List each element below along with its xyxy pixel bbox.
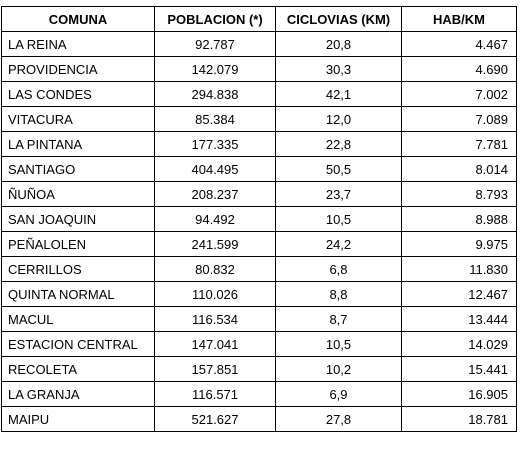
cell-ciclovias: 8,8: [275, 281, 402, 307]
cell-poblacion: 92.787: [154, 31, 276, 57]
cell-hab-km: 7.089: [401, 106, 517, 132]
cell-hab-km: 7.781: [401, 131, 517, 157]
table-row: VITACURA 85.384 12,0 7.089: [1, 106, 517, 132]
cell-poblacion: 241.599: [154, 231, 276, 257]
table-row: LAS CONDES 294.838 42,1 7.002: [1, 81, 517, 107]
cell-hab-km: 4.467: [401, 31, 517, 57]
cell-ciclovias: 23,7: [275, 181, 402, 207]
cell-hab-km: 14.029: [401, 331, 517, 357]
cell-comuna: RECOLETA: [1, 356, 155, 382]
cell-comuna: CERRILLOS: [1, 256, 155, 282]
cell-comuna: LA PINTANA: [1, 131, 155, 157]
cell-comuna: MACUL: [1, 306, 155, 332]
cell-poblacion: 116.571: [154, 381, 276, 407]
cell-ciclovias: 10,5: [275, 331, 402, 357]
table-row: ÑUÑOA 208.237 23,7 8.793: [1, 181, 517, 207]
cell-poblacion: 157.851: [154, 356, 276, 382]
cell-ciclovias: 10,2: [275, 356, 402, 382]
cell-comuna: LAS CONDES: [1, 81, 155, 107]
cell-hab-km: 13.444: [401, 306, 517, 332]
cell-comuna: SANTIAGO: [1, 156, 155, 182]
cell-comuna: PROVIDENCIA: [1, 56, 155, 82]
table-row: PEÑALOLEN 241.599 24,2 9.975: [1, 231, 517, 257]
cell-ciclovias: 6,8: [275, 256, 402, 282]
cell-ciclovias: 6,9: [275, 381, 402, 407]
cell-poblacion: 94.492: [154, 206, 276, 232]
cell-comuna: PEÑALOLEN: [1, 231, 155, 257]
header-ciclovias: CICLOVIAS (KM): [275, 6, 402, 32]
cell-hab-km: 18.781: [401, 406, 517, 432]
header-poblacion: POBLACION (*): [154, 6, 276, 32]
cell-hab-km: 8.988: [401, 206, 517, 232]
cell-comuna: ÑUÑOA: [1, 181, 155, 207]
table-row: MAIPU 521.627 27,8 18.781: [1, 406, 517, 432]
table-row: ESTACION CENTRAL 147.041 10,5 14.029: [1, 331, 517, 357]
cell-hab-km: 15.441: [401, 356, 517, 382]
table-row: RECOLETA 157.851 10,2 15.441: [1, 356, 517, 382]
cell-poblacion: 208.237: [154, 181, 276, 207]
cell-hab-km: 11.830: [401, 256, 517, 282]
table-row: LA GRANJA 116.571 6,9 16.905: [1, 381, 517, 407]
cell-comuna: VITACURA: [1, 106, 155, 132]
table-body: LA REINA 92.787 20,8 4.467 PROVIDENCIA 142.07…: [1, 31, 517, 432]
data-table: COMUNA POBLACION (*) CICLOVIAS (KM) HAB/…: [1, 6, 517, 432]
cell-poblacion: 521.627: [154, 406, 276, 432]
cell-poblacion: 110.026: [154, 281, 276, 307]
cell-ciclovias: 42,1: [275, 81, 402, 107]
cell-poblacion: 85.384: [154, 106, 276, 132]
table-header: COMUNA POBLACION (*) CICLOVIAS (KM) HAB/…: [1, 6, 517, 32]
cell-ciclovias: 10,5: [275, 206, 402, 232]
table-row: CERRILLOS 80.832 6,8 11.830: [1, 256, 517, 282]
cell-poblacion: 404.495: [154, 156, 276, 182]
cell-poblacion: 177.335: [154, 131, 276, 157]
cell-ciclovias: 27,8: [275, 406, 402, 432]
table-row: LA PINTANA 177.335 22,8 7.781: [1, 131, 517, 157]
cell-poblacion: 147.041: [154, 331, 276, 357]
cell-ciclovias: 50,5: [275, 156, 402, 182]
cell-ciclovias: 8,7: [275, 306, 402, 332]
cell-hab-km: 9.975: [401, 231, 517, 257]
table-row: MACUL 116.534 8,7 13.444: [1, 306, 517, 332]
cell-hab-km: 4.690: [401, 56, 517, 82]
header-hab-km: HAB/KM: [401, 6, 517, 32]
cell-comuna: LA REINA: [1, 31, 155, 57]
cell-poblacion: 294.838: [154, 81, 276, 107]
cell-ciclovias: 22,8: [275, 131, 402, 157]
cell-comuna: MAIPU: [1, 406, 155, 432]
cell-comuna: ESTACION CENTRAL: [1, 331, 155, 357]
cell-ciclovias: 12,0: [275, 106, 402, 132]
cell-poblacion: 116.534: [154, 306, 276, 332]
cell-hab-km: 8.793: [401, 181, 517, 207]
table-row: SAN JOAQUIN 94.492 10,5 8.988: [1, 206, 517, 232]
header-comuna: COMUNA: [1, 6, 155, 32]
header-row: COMUNA POBLACION (*) CICLOVIAS (KM) HAB/…: [1, 6, 517, 32]
table-row: QUINTA NORMAL 110.026 8,8 12.467: [1, 281, 517, 307]
cell-hab-km: 12.467: [401, 281, 517, 307]
cell-hab-km: 16.905: [401, 381, 517, 407]
cell-comuna: QUINTA NORMAL: [1, 281, 155, 307]
cell-comuna: SAN JOAQUIN: [1, 206, 155, 232]
cell-hab-km: 8.014: [401, 156, 517, 182]
cell-ciclovias: 20,8: [275, 31, 402, 57]
cell-hab-km: 7.002: [401, 81, 517, 107]
cell-poblacion: 142.079: [154, 56, 276, 82]
table-row: SANTIAGO 404.495 50,5 8.014: [1, 156, 517, 182]
table-row: LA REINA 92.787 20,8 4.467: [1, 31, 517, 57]
cell-poblacion: 80.832: [154, 256, 276, 282]
cell-ciclovias: 24,2: [275, 231, 402, 257]
cell-comuna: LA GRANJA: [1, 381, 155, 407]
table-row: PROVIDENCIA 142.079 30,3 4.690: [1, 56, 517, 82]
cell-ciclovias: 30,3: [275, 56, 402, 82]
